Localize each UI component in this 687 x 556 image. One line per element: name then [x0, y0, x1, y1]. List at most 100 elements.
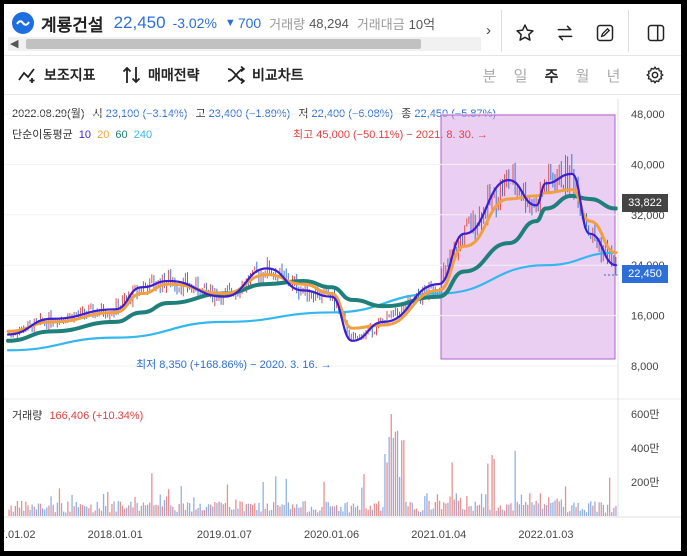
scroll-thumb[interactable] [26, 39, 421, 49]
volume-bar [594, 501, 596, 516]
volume-bar [254, 503, 256, 516]
volume-bar [564, 486, 567, 516]
volume-bar [552, 502, 554, 516]
volume-bar [193, 497, 195, 516]
volume-bar [338, 510, 340, 516]
volume-bar [121, 505, 124, 516]
volume-bar [218, 501, 220, 516]
volume-bar [270, 509, 273, 516]
volume-bar [403, 440, 405, 516]
volume-bar [394, 431, 397, 516]
volume-bar [369, 505, 371, 516]
volume-bar [432, 508, 434, 516]
volume-bar [501, 509, 504, 516]
volume-bar [596, 511, 598, 516]
volume-bar [319, 510, 321, 516]
volume-bar [237, 508, 239, 516]
change-pct: -3.02% [172, 15, 217, 31]
volume-bar [174, 510, 176, 516]
volume-bar [81, 505, 84, 516]
volume-bar [300, 507, 302, 516]
compare-chart-button[interactable]: 비교차트 [226, 64, 304, 86]
volume-bar [346, 502, 348, 516]
volume-bar [113, 501, 115, 516]
volume-bar [514, 450, 516, 516]
volume-bar [14, 505, 16, 516]
trade-strategy-button[interactable]: 매매전략 [122, 64, 200, 86]
volume-bar [212, 506, 214, 516]
volume-bar [239, 501, 241, 516]
tab-month[interactable]: 월 [575, 67, 590, 85]
tab-week[interactable]: 주 [544, 67, 559, 85]
swap-icon[interactable] [553, 21, 577, 45]
volume-bar [102, 493, 105, 516]
volume-bar [336, 505, 338, 516]
volume-bar [256, 510, 258, 516]
highlight-range[interactable] [440, 114, 616, 360]
volume-axis-tick: 600만 [631, 408, 659, 421]
settings-gear-icon[interactable] [644, 64, 666, 86]
volume-bar [560, 499, 562, 516]
volume-bar [170, 505, 172, 516]
volume-bar [205, 506, 208, 516]
volume-bar [386, 462, 388, 516]
volume-bar [123, 508, 126, 516]
volume-bar [329, 506, 331, 516]
volume-bar [197, 507, 199, 516]
ma-period-10: 10 [78, 129, 92, 141]
volume-bar [512, 510, 514, 516]
volume-bar [323, 481, 325, 516]
tab-year[interactable]: 년 [606, 67, 621, 85]
volume-bar [220, 502, 222, 516]
volume-bar [249, 503, 252, 516]
volume-bar [585, 512, 588, 516]
star-icon[interactable] [513, 21, 537, 45]
volume-bar [298, 507, 300, 516]
volume-bar [373, 503, 376, 516]
volume-bar [424, 496, 426, 516]
volume-bar [457, 500, 460, 516]
panel-toggle-icon[interactable] [644, 21, 668, 45]
volume-legend-label: 거래량 [12, 410, 43, 422]
price-chart[interactable]: 48,00040,00032,00024,00016,0008,0002017.… [4, 99, 681, 551]
stock-name[interactable]: 계룡건설 [41, 15, 104, 35]
chevron-right-icon[interactable]: › [486, 22, 491, 39]
y-axis-tick: 8,000 [631, 361, 659, 373]
volume-bar [388, 437, 390, 516]
volume-bar [537, 503, 539, 516]
ma-label: 단순이동평균 [12, 129, 73, 141]
volume-bar [567, 512, 569, 516]
low-annotation: 최저 8,350 (+168.86%) − 2020. 3. 16. → [136, 359, 332, 371]
volume-bar [149, 502, 151, 516]
volume-bar [163, 499, 166, 516]
header-scrollbar[interactable]: ◀ [8, 37, 481, 51]
trade-amount-value: 10억 [408, 16, 436, 32]
edit-icon[interactable] [593, 21, 617, 45]
volume-bar [441, 509, 443, 516]
scroll-left-icon[interactable]: ◀ [10, 38, 19, 50]
tab-minute[interactable]: 분 [482, 67, 497, 85]
tab-day[interactable]: 일 [513, 67, 528, 85]
volume-bar [161, 506, 163, 516]
high-annotation: 최고 45,000 (−50.11%) − 2021. 8. 30. → [293, 129, 488, 141]
x-axis-tick: 2020.01.06 [304, 529, 359, 541]
volume-bar [201, 510, 203, 516]
indicator-button[interactable]: 보조지표 [18, 64, 96, 86]
volume-bar [189, 503, 191, 516]
volume-bar [371, 509, 373, 516]
volume-bar [23, 510, 25, 516]
volume-bar [52, 504, 54, 516]
volume-bar [350, 505, 352, 516]
y-axis-tick: 48,000 [631, 109, 665, 121]
volume-bar [184, 509, 187, 516]
volume-bar [100, 510, 103, 516]
volume-bar [138, 510, 140, 516]
volume-bar [304, 501, 306, 516]
volume-bar [199, 503, 201, 516]
period-tabs: 분 일 주 월 년 [474, 64, 629, 86]
volume-bar [491, 454, 493, 516]
volume-bar [77, 507, 79, 516]
indicator-icon [18, 66, 38, 84]
ma-legend[interactable]: 단순이동평균 10 20 60 240 [12, 126, 152, 142]
volume-bar [268, 510, 271, 516]
